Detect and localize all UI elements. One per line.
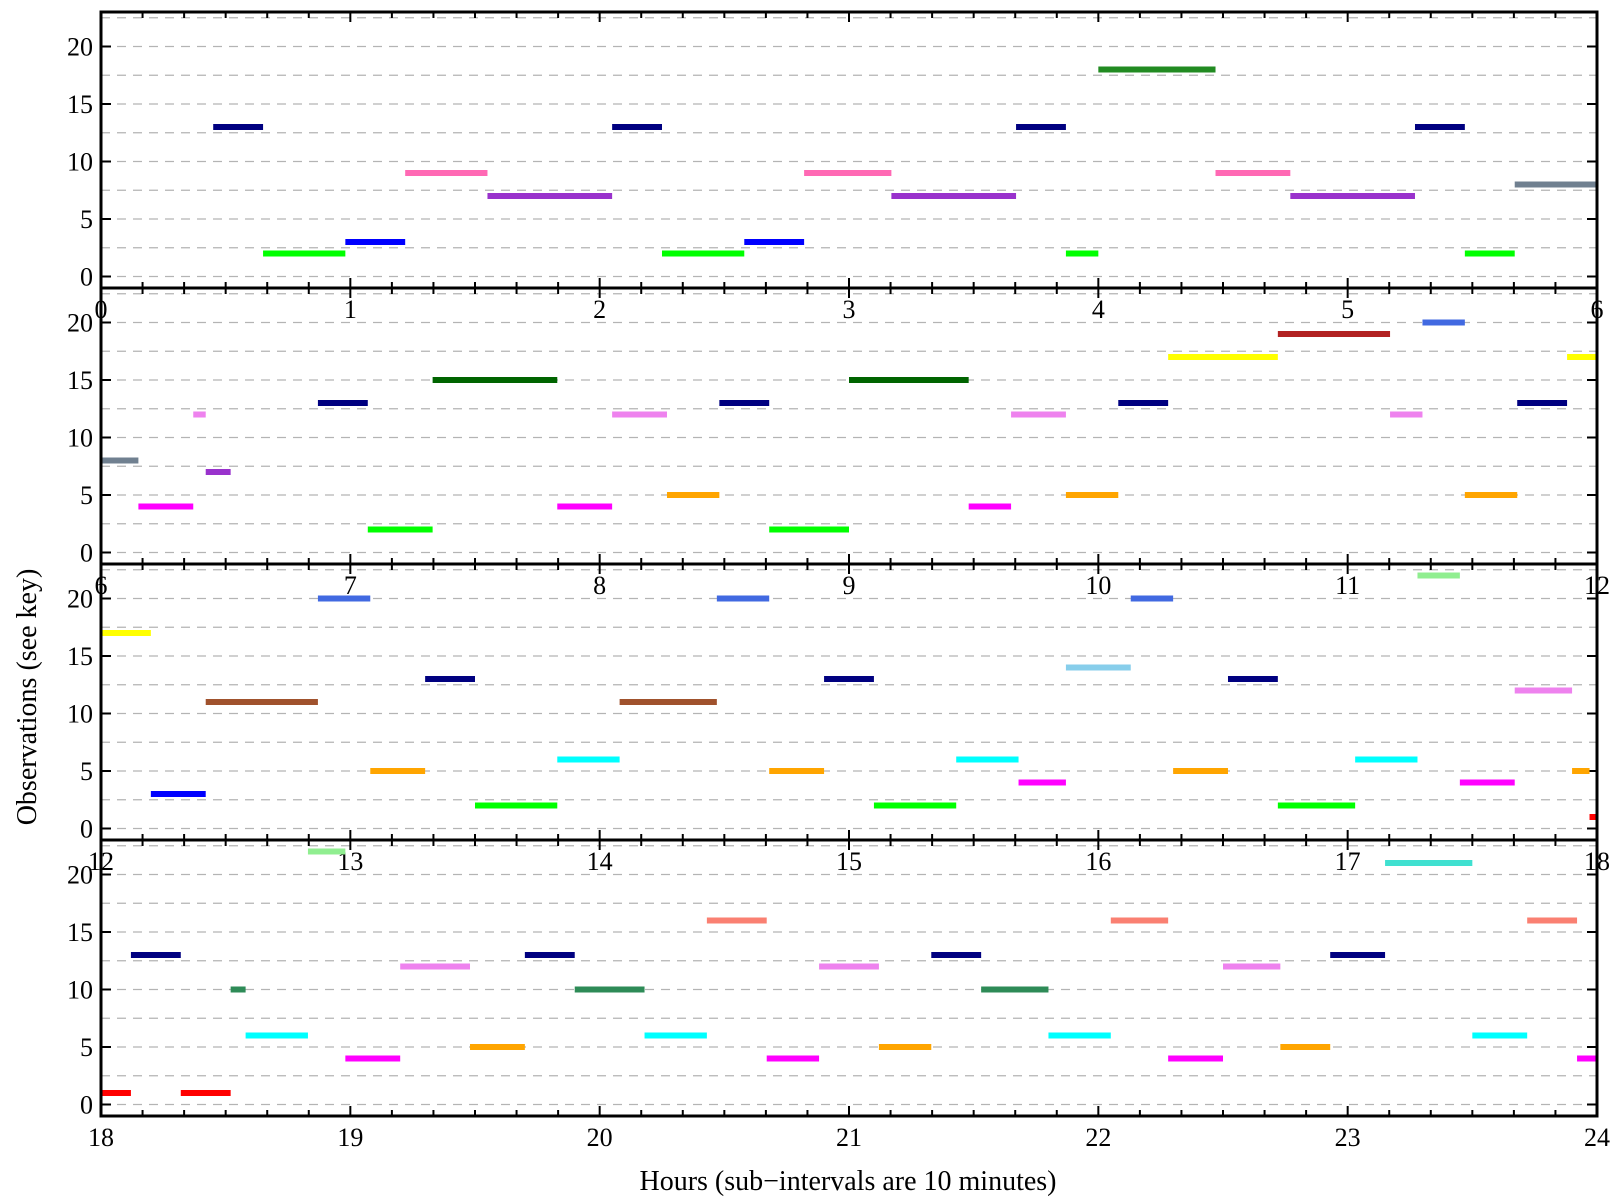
x-tick-label: 24 (1584, 1123, 1610, 1152)
x-tick-label: 8 (593, 571, 606, 600)
x-tick-label: 1 (344, 295, 357, 324)
x-tick-label: 14 (587, 847, 613, 876)
x-tick-label: 16 (1085, 847, 1111, 876)
y-tick-label: 15 (67, 90, 93, 119)
y-tick-label: 20 (67, 309, 93, 338)
x-tick-label: 3 (843, 295, 856, 324)
y-tick-label: 15 (67, 918, 93, 947)
x-tick-label: 9 (843, 571, 856, 600)
x-tick-label: 11 (1335, 571, 1360, 600)
panel-frame (99, 286, 1599, 566)
x-tick-label: 7 (344, 571, 357, 600)
y-tick-label: 10 (67, 976, 93, 1005)
y-tick-label: 0 (80, 815, 93, 844)
y-axis-title: Observations (see key) (12, 569, 43, 826)
y-tick-label: 20 (67, 861, 93, 890)
y-tick-label: 10 (67, 148, 93, 177)
y-tick-label: 20 (67, 585, 93, 614)
y-tick-label: 20 (67, 33, 93, 62)
x-tick-label: 17 (1335, 847, 1361, 876)
x-tick-label: 5 (1341, 295, 1354, 324)
x-tick-label: 4 (1092, 295, 1105, 324)
y-tick-label: 0 (80, 263, 93, 292)
x-tick-label: 2 (593, 295, 606, 324)
y-tick-label: 0 (80, 1091, 93, 1120)
y-tick-label: 15 (67, 366, 93, 395)
x-tick-label: 10 (1085, 571, 1111, 600)
panel-frame (99, 838, 1599, 1118)
x-tick-label: 23 (1335, 1123, 1361, 1152)
y-tick-label: 5 (80, 1033, 93, 1062)
panel-frame (99, 10, 1599, 290)
y-tick-label: 5 (80, 481, 93, 510)
y-tick-label: 10 (67, 700, 93, 729)
y-tick-label: 5 (80, 205, 93, 234)
y-tick-label: 15 (67, 642, 93, 671)
panel-4: 0 5 10 15 20 18 19 20 21 22 23 24 (67, 838, 1610, 1152)
x-tick-label: 21 (836, 1123, 862, 1152)
y-tick-label: 5 (80, 757, 93, 786)
y-tick-label: 10 (67, 424, 93, 453)
x-tick-label: 15 (836, 847, 862, 876)
x-tick-label: 20 (587, 1123, 613, 1152)
panel-frame (99, 562, 1599, 842)
y-tick-label: 0 (80, 539, 93, 568)
x-tick-label: 19 (337, 1123, 363, 1152)
x-tick-label: 18 (88, 1123, 114, 1152)
x-axis-title: Hours (sub−intervals are 10 minutes) (639, 1166, 1056, 1197)
x-tick-label: 22 (1085, 1123, 1111, 1152)
